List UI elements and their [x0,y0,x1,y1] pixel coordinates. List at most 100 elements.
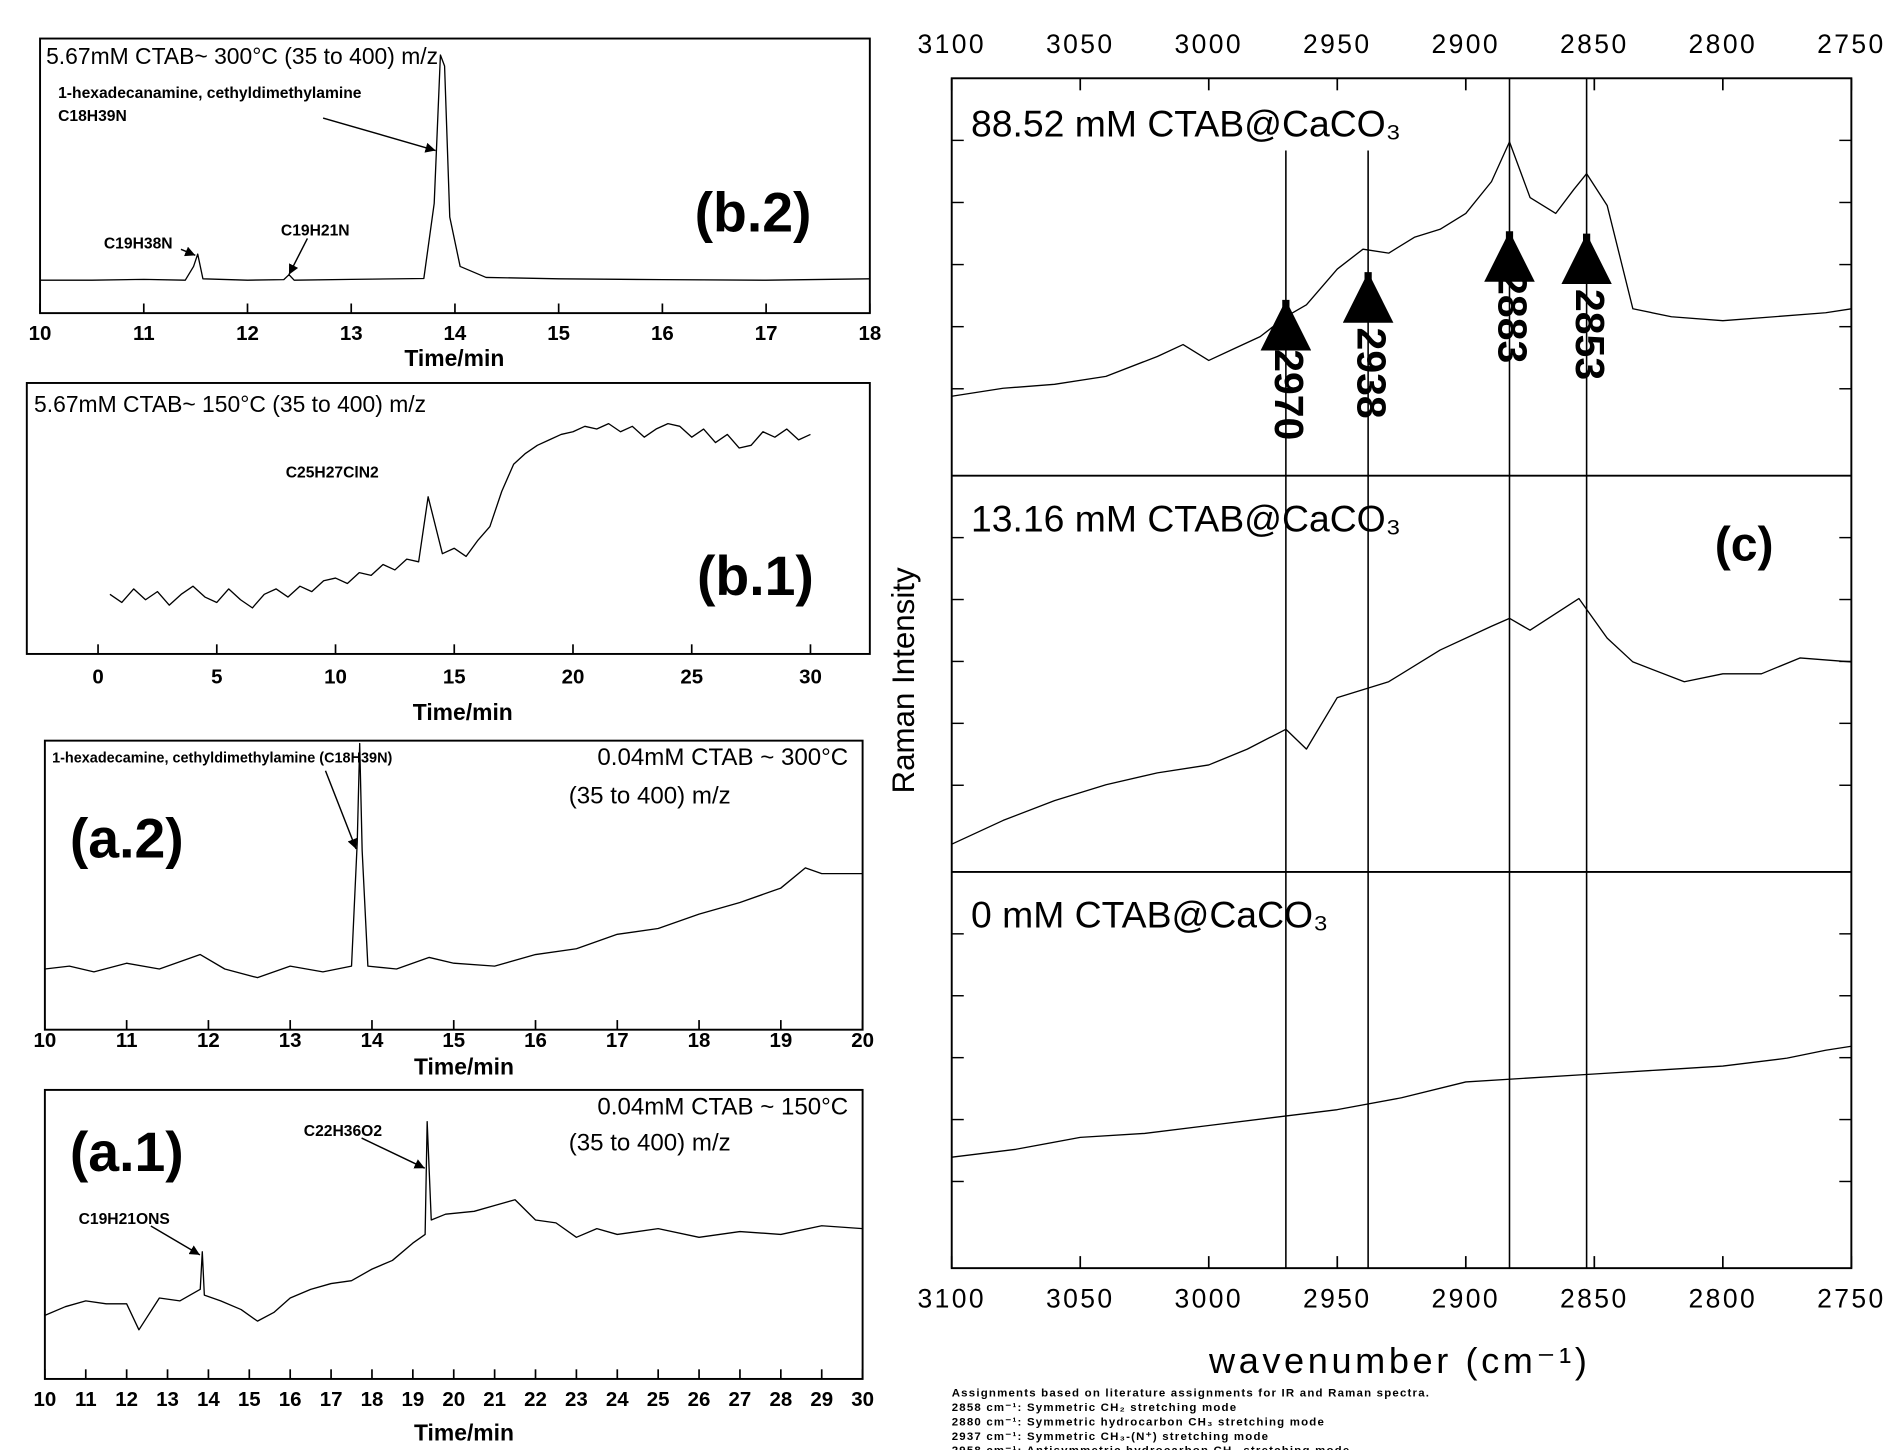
x-tick-label: 28 [769,1388,792,1411]
trace [951,1045,1852,1158]
trace [40,54,870,281]
x-tick-label: 14 [197,1388,220,1411]
peak-label: 2853 [1567,289,1613,380]
x-tick-label: 29 [810,1388,833,1411]
annotation-arrow [324,770,358,850]
footnote: 2937 cm⁻¹: Symmetric CH₃-(N⁺) stretching… [952,1431,1270,1443]
x-tick-label: 19 [401,1388,424,1411]
x-tick-label: 11 [75,1388,97,1411]
x-tick-label: 16 [651,322,674,345]
footnote: 2858 cm⁻¹: Symmetric CH₂ stretching mode [952,1402,1238,1414]
peak-annotation: C19H38N [104,236,173,253]
x-tick-label: 16 [524,1029,547,1052]
plot-frame [25,382,871,655]
x-tick-label: 16 [279,1388,302,1411]
plot-frame [43,739,864,1031]
x-tick-label: 3100 [917,1284,986,1314]
peak-annotation: C18H39N [58,108,127,125]
x-tick-label: 13 [156,1388,179,1411]
x-tick-label: 26 [688,1388,711,1411]
x-tick-label: 12 [236,322,259,345]
plot-frame [950,77,1853,1270]
x-tick-label: 2800 [1689,1284,1758,1314]
annotation-arrow [322,117,436,153]
x-axis-label: Time/min [414,1053,514,1079]
series-label: 0 mM CTAB@CaCO₃ [971,894,1328,936]
panel-title: 5.67mM CTAB~ 300°C (35 to 400) m/z [46,43,438,69]
panel-subtitle: (35 to 400) m/z [569,783,731,810]
x-tick-label: 2750 [1817,1284,1886,1314]
x-tick-label-top: 2750 [1817,29,1886,59]
y-axis-label: Raman Intensity [886,567,921,793]
peak-annotation: C19H21N [281,222,350,239]
trace [951,141,1852,397]
x-tick-label: 23 [565,1388,588,1411]
x-tick-label: 13 [340,322,363,345]
annotation-arrow [361,1137,426,1169]
peak-label: 2970 [1266,349,1312,440]
x-axis-label: Time/min [404,345,504,371]
x-tick-label: 2900 [1432,1284,1501,1314]
panel-label: (b.2) [695,181,812,243]
x-tick-label: 10 [29,322,52,345]
x-tick-label-top: 2850 [1560,29,1629,59]
x-tick-label: 20 [851,1029,874,1052]
x-tick-label: 17 [320,1388,343,1411]
peak-annotation: C25H27ClN2 [286,464,379,481]
x-tick-label: 15 [238,1388,261,1411]
x-axis-label: wavenumber (cm⁻¹) [1208,1340,1590,1381]
x-tick-label-top: 2950 [1303,29,1372,59]
x-tick-label: 21 [483,1388,506,1411]
panel-title: 0.04mM CTAB ~ 300°C [597,744,848,771]
panel-subtitle: (35 to 400) m/z [569,1129,731,1156]
series-label: 88.52 mM CTAB@CaCO₃ [971,102,1401,144]
x-tick-label: 22 [524,1388,547,1411]
x-tick-label: 5 [211,665,222,688]
x-tick-label: 18 [688,1029,711,1052]
x-tick-label: 27 [729,1388,752,1411]
x-tick-label: 3000 [1174,1284,1243,1314]
x-tick-label: 12 [197,1029,220,1052]
x-tick-label: 15 [442,1029,465,1052]
footnote: 2958 cm⁻¹: Antisymmetric hydrocarbon CH₃… [952,1445,1351,1450]
x-tick-label: 18 [361,1388,384,1411]
x-tick-label: 2850 [1560,1284,1629,1314]
peak-label: 2938 [1348,328,1394,419]
panel-label: (b.1) [697,545,814,607]
x-tick-label: 11 [133,322,155,345]
x-tick-label: 14 [361,1029,384,1052]
annotation-arrow [180,246,196,257]
x-tick-label: 12 [115,1388,138,1411]
peak-annotation: 1-hexadecanamine, cethyldimethylamine [58,85,362,102]
x-tick-label-top: 3100 [917,29,986,59]
panel-label: (c) [1715,518,1774,572]
x-tick-label: 14 [444,322,467,345]
trace [44,1121,863,1331]
x-tick-label: 17 [606,1029,629,1052]
x-tick-label: 0 [92,665,103,688]
x-tick-label: 19 [769,1029,792,1052]
annotation-arrow [150,1225,201,1256]
peak-annotation: C22H36O2 [304,1123,383,1140]
x-tick-label: 30 [799,665,822,688]
plot-frame [39,37,871,315]
peak-annotation: 1-hexadecamine, cethyldimethylamine (C18… [52,751,392,767]
x-tick-label: 15 [443,665,466,688]
x-tick-label-top: 2900 [1432,29,1501,59]
x-tick-label: 11 [116,1029,138,1052]
x-tick-label: 13 [279,1029,302,1052]
x-tick-label: 20 [442,1388,465,1411]
x-tick-label: 18 [858,322,881,345]
trace [44,742,863,979]
x-tick-label: 10 [33,1029,56,1052]
x-tick-label: 20 [562,665,585,688]
panel-label: (a.1) [70,1121,184,1183]
footnote: Assignments based on literature assignme… [952,1387,1430,1399]
peak-label: 2883 [1490,272,1536,363]
annotation-arrow [288,238,309,275]
x-tick-label: 25 [647,1388,670,1411]
x-tick-label: 2950 [1303,1284,1372,1314]
x-tick-label: 10 [324,665,347,688]
series-label: 13.16 mM CTAB@CaCO₃ [971,497,1401,539]
